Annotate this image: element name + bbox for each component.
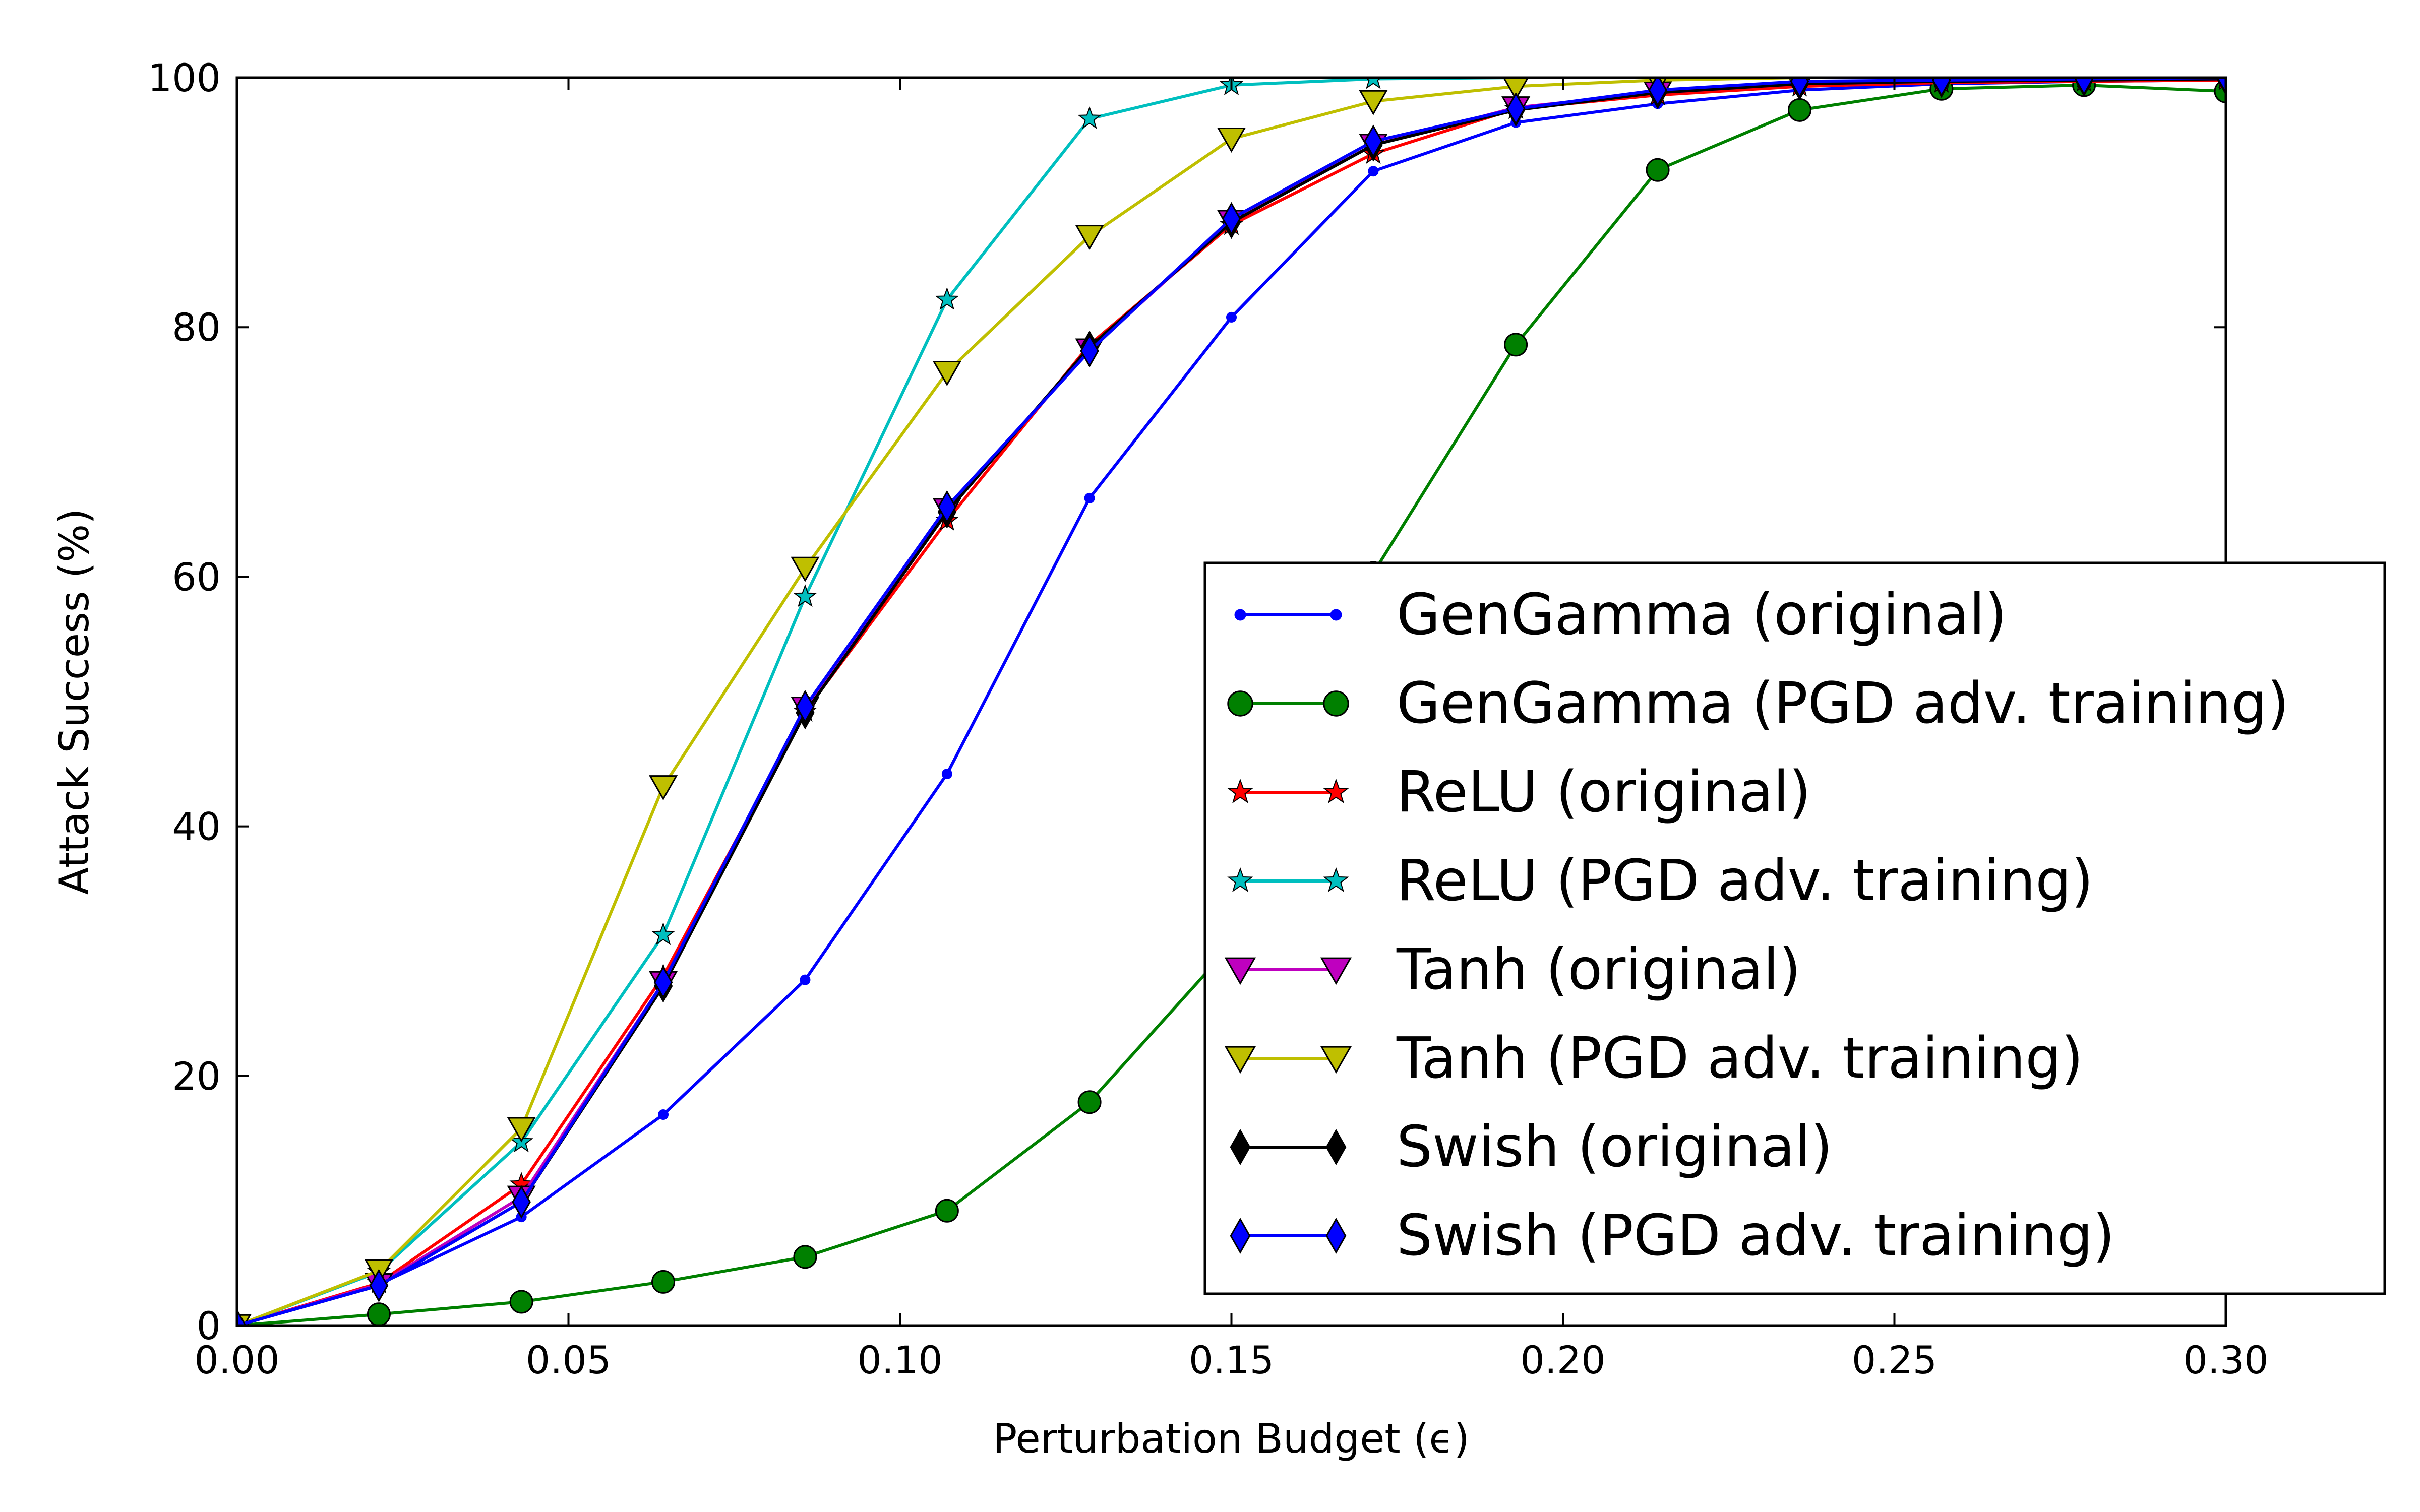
legend-label: Tanh (original) <box>1396 937 1801 1002</box>
data-point <box>800 974 811 985</box>
data-point <box>512 1185 531 1219</box>
data-point <box>1364 78 1382 89</box>
data-point <box>1787 98 1811 122</box>
legend-label: GenGamma (original) <box>1397 582 2007 648</box>
data-point <box>1084 492 1095 503</box>
data-point <box>1323 867 1349 892</box>
legend-label: Swish (PGD adv. training) <box>1397 1203 2115 1269</box>
data-point <box>1330 609 1342 621</box>
data-point <box>1077 1090 1102 1114</box>
legend-item: Tanh (original) <box>1224 937 1801 1002</box>
data-point <box>1320 1046 1352 1074</box>
data-point <box>1227 690 1253 717</box>
data-point <box>651 922 676 946</box>
x-axis-label: Perturbation Budget (ϵ) <box>993 1415 1470 1462</box>
legend-item: Swish (original) <box>1230 1114 1833 1180</box>
legend: GenGamma (original) GenGamma (PGD adv. tr… <box>1203 561 2386 1295</box>
data-point <box>1646 158 1670 182</box>
x-tick-label: 0.25 <box>1852 1338 1937 1382</box>
data-point <box>509 1290 533 1314</box>
legend-label: Swish (original) <box>1397 1114 1833 1180</box>
y-tick-label: 100 <box>148 55 221 100</box>
ticks-layer: 0.00 0.05 0.10 0.15 0.20 0.25 0.30 0 20 40 60 80 100 <box>148 55 2269 1382</box>
y-tick-label: 80 <box>172 305 221 350</box>
x-tick-label: 0.15 <box>1189 1338 1274 1382</box>
data-point <box>1226 311 1237 323</box>
y-tick-label: 0 <box>197 1303 221 1348</box>
data-point <box>2216 78 2226 95</box>
data-point <box>1502 78 1529 101</box>
data-point <box>237 1308 247 1326</box>
data-point <box>1222 202 1241 235</box>
data-point <box>1368 166 1379 177</box>
data-point <box>791 556 820 582</box>
data-point <box>1364 124 1383 158</box>
data-point <box>1075 225 1104 250</box>
y-axis-label: Attack Success (%) <box>51 509 98 895</box>
data-point <box>1224 957 1256 985</box>
data-point <box>367 1302 391 1326</box>
data-point <box>1323 690 1349 717</box>
data-point <box>1080 334 1099 368</box>
legend-label: Tanh (PGD adv. training) <box>1396 1026 2083 1091</box>
y-tick-label: 20 <box>172 1054 221 1099</box>
data-point <box>1217 128 1246 153</box>
data-point <box>507 1117 536 1143</box>
data-point <box>935 1199 959 1223</box>
data-point <box>1932 78 1951 97</box>
data-point <box>658 1109 669 1120</box>
y-tick-label: 40 <box>172 804 221 849</box>
legend-item: GenGamma (original) <box>1234 582 2007 648</box>
data-point <box>1227 778 1253 803</box>
x-tick-label: 0.30 <box>2183 1338 2268 1382</box>
data-point <box>1077 106 1102 129</box>
data-point <box>1506 92 1526 125</box>
legend-item: ReLU (original) <box>1227 760 1811 825</box>
data-point <box>1230 1128 1251 1166</box>
legend-label: ReLU (PGD adv. training) <box>1397 848 2093 914</box>
data-point <box>369 1269 389 1302</box>
x-tick-label: 0.00 <box>194 1338 279 1382</box>
data-point <box>1320 957 1352 985</box>
data-point <box>1325 1128 1347 1166</box>
data-point <box>2074 78 2094 96</box>
legend-item: Tanh (PGD adv. training) <box>1224 1026 2083 1091</box>
legend-label: GenGamma (PGD adv. training) <box>1397 671 2289 736</box>
series-5 <box>237 78 2226 1326</box>
data-point <box>1227 867 1253 892</box>
data-point <box>793 1245 817 1269</box>
legend-box <box>1203 561 2386 1295</box>
data-point <box>793 584 817 607</box>
data-point <box>941 769 952 780</box>
legend-item: ReLU (PGD adv. training) <box>1227 848 2093 914</box>
data-point <box>1325 1217 1347 1254</box>
legend-label: ReLU (original) <box>1397 760 1811 825</box>
data-point <box>1234 609 1246 621</box>
legend-item: Swish (PGD adv. training) <box>1230 1203 2115 1269</box>
data-point <box>1790 78 1809 98</box>
legend-item: GenGamma (PGD adv. training) <box>1227 671 2289 736</box>
data-point <box>935 287 959 310</box>
x-tick-label: 0.10 <box>857 1338 942 1382</box>
x-tick-label: 0.05 <box>526 1338 611 1382</box>
data-point <box>1648 78 1667 107</box>
data-point <box>653 966 673 999</box>
y-tick-label: 60 <box>172 554 221 599</box>
data-point <box>932 361 961 387</box>
data-point <box>648 775 678 801</box>
data-point <box>937 490 957 524</box>
x-tick-label: 0.20 <box>1520 1338 1605 1382</box>
data-point <box>1323 778 1349 803</box>
data-point <box>1359 90 1388 115</box>
data-point <box>1504 333 1528 357</box>
data-point <box>796 689 815 723</box>
data-point <box>1230 1217 1251 1254</box>
data-point <box>651 1270 676 1294</box>
data-point <box>1224 1046 1256 1074</box>
